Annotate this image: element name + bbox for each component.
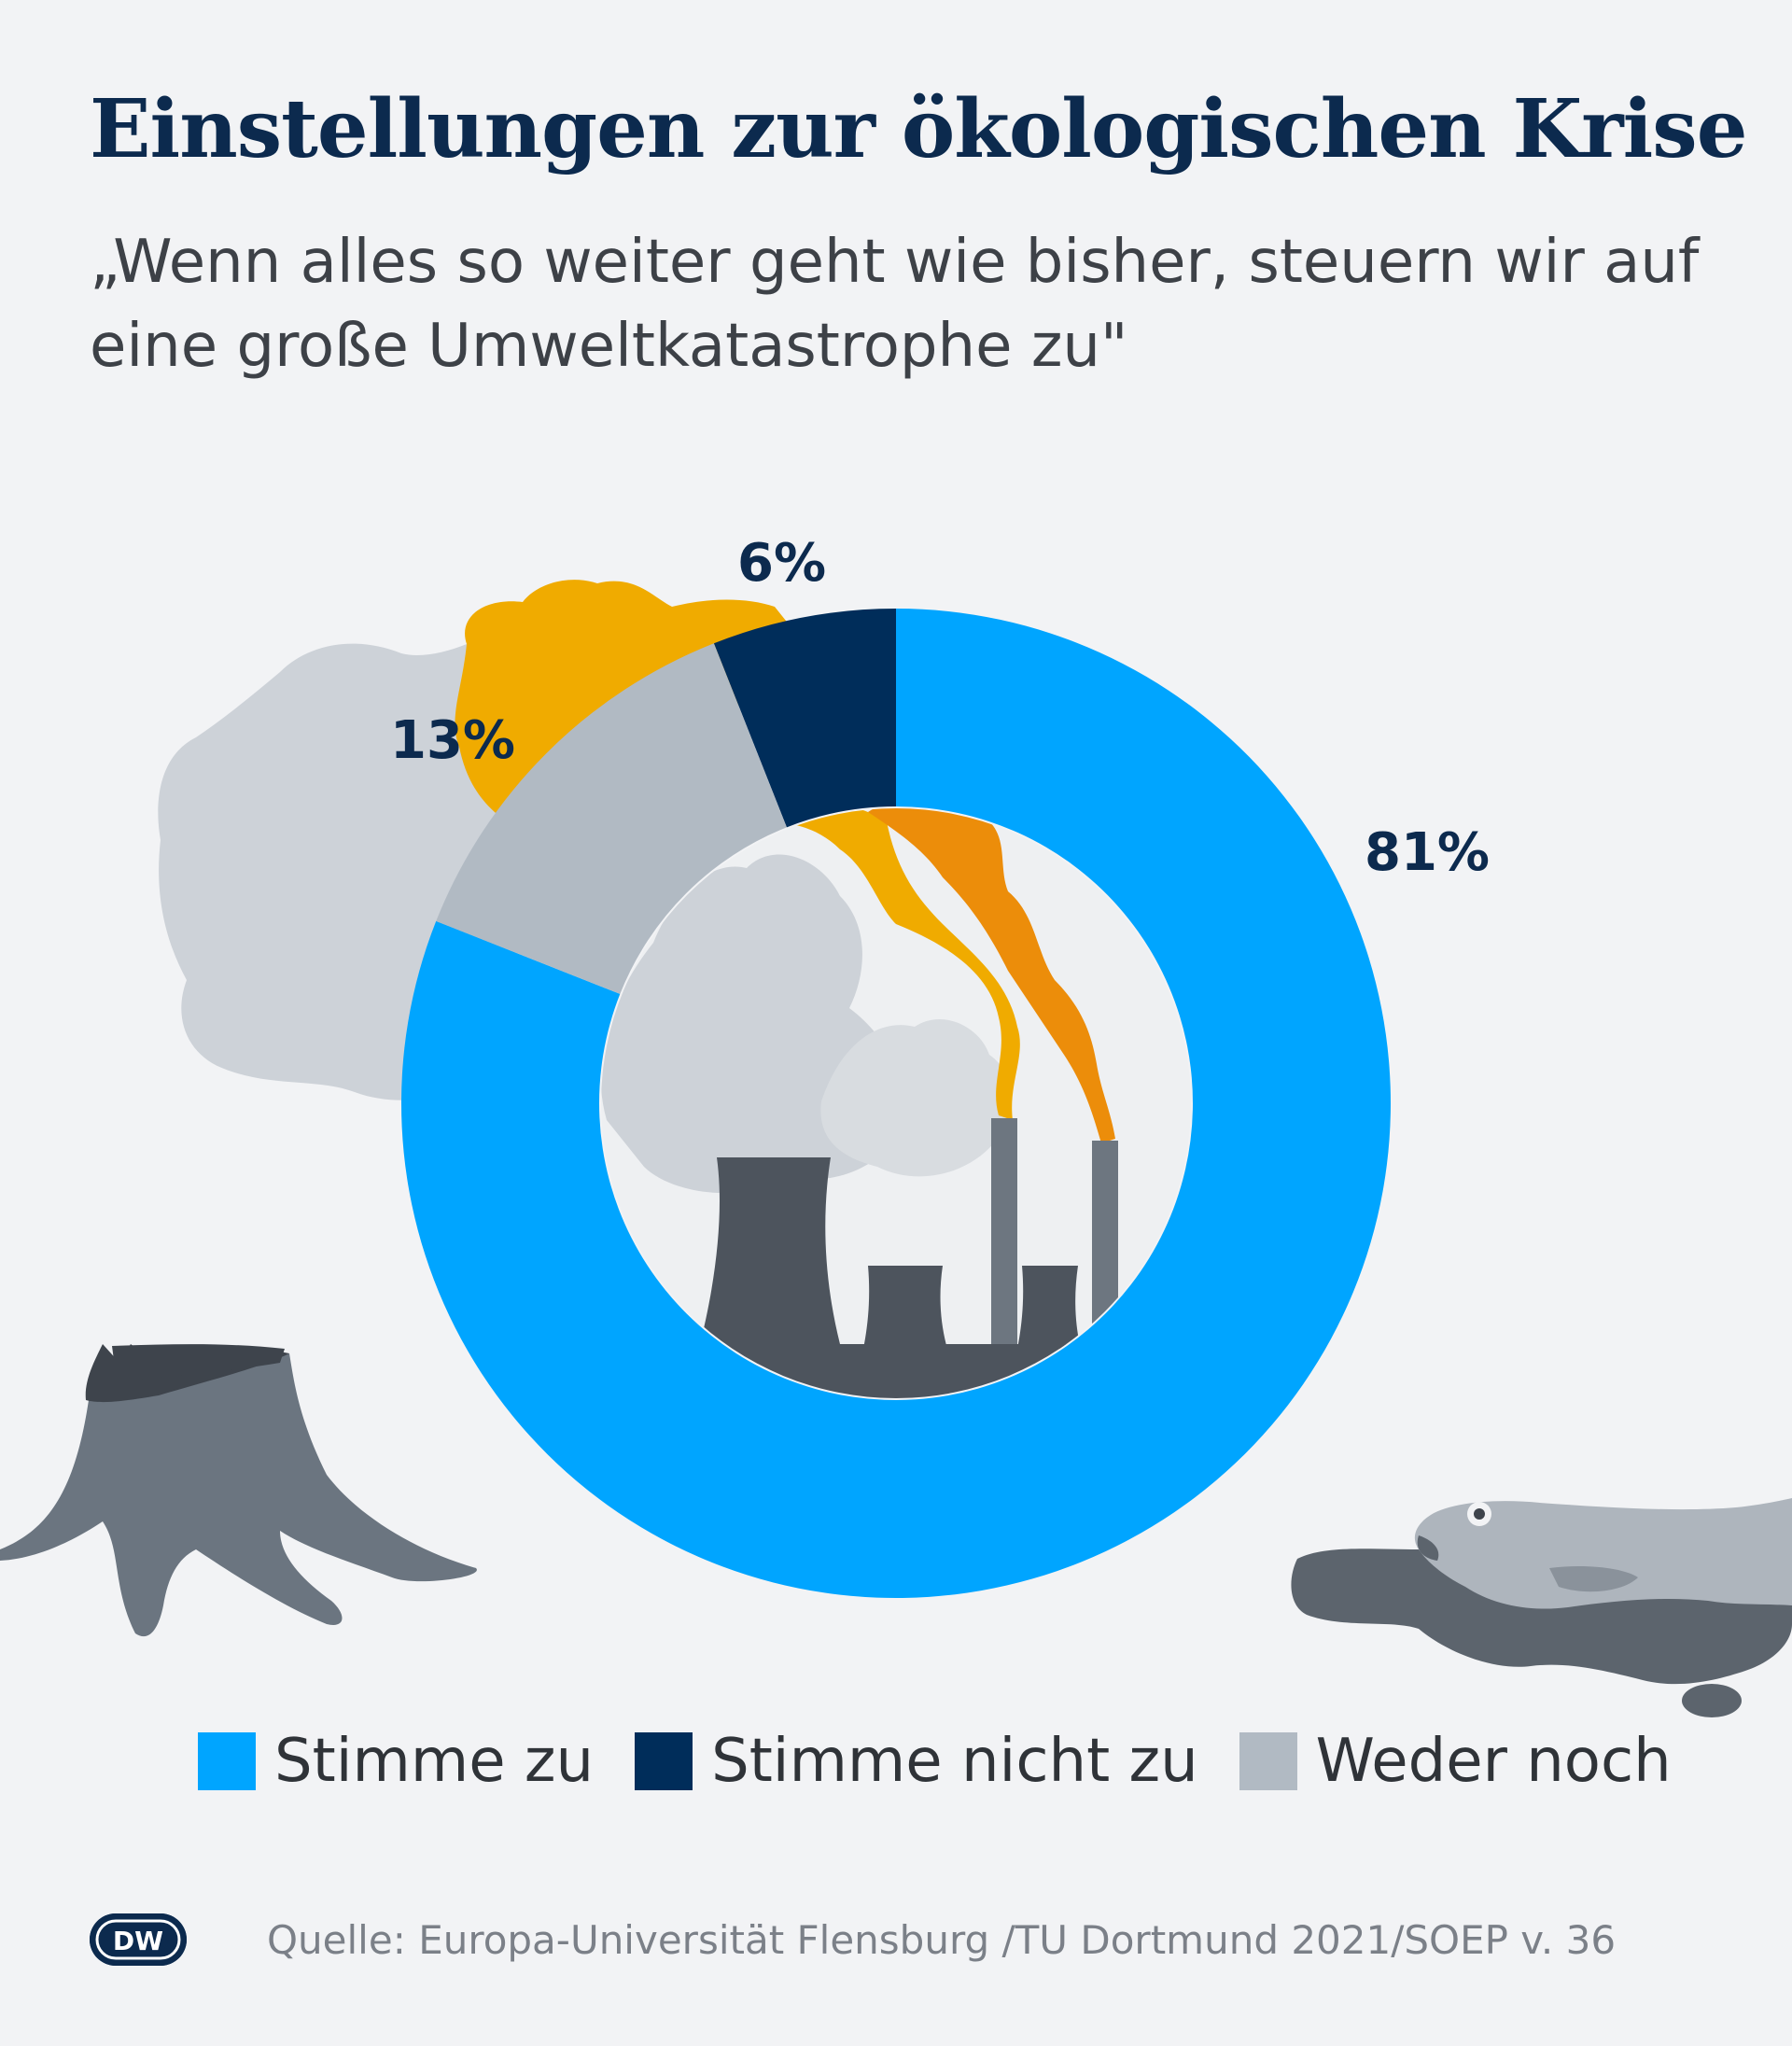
- source-note: Quelle: Europa-Universität Flensburg /TU…: [267, 1916, 1617, 1963]
- legend-swatch-neither: [1239, 1732, 1297, 1790]
- legend-item-neither: Weder noch: [1239, 1727, 1672, 1796]
- legend-label-disagree: Stimme nicht zu: [711, 1727, 1198, 1796]
- legend-item-disagree: Stimme nicht zu: [635, 1727, 1198, 1796]
- footer: DW Quelle: Europa-Universität Flensburg …: [90, 1913, 1616, 1966]
- chart-subtitle: „Wenn alles so weiter geht wie bisher, s…: [90, 228, 1700, 381]
- legend-swatch-disagree: [635, 1732, 693, 1790]
- data-label-neither: 13%: [390, 710, 515, 771]
- legend-item-agree: Stimme zu: [198, 1727, 594, 1796]
- legend: Stimme zu Stimme nicht zu Weder noch: [198, 1727, 1713, 1796]
- legend-swatch-agree: [198, 1732, 256, 1790]
- donut-segment-disagree: [713, 609, 896, 828]
- chart-title: Einstellungen zur ökologischen Krise: [90, 82, 1747, 176]
- dw-logo-mark: DW: [90, 1913, 187, 1966]
- factory-icon: [601, 808, 1191, 1398]
- tree-stump-icon: [0, 1344, 477, 1637]
- legend-label-neither: Weder noch: [1315, 1727, 1672, 1796]
- dw-logo: DW: [90, 1913, 187, 1966]
- donut-segment-agree: [400, 609, 1391, 1598]
- data-label-disagree: 6%: [737, 533, 826, 594]
- dead-fish-icon: [1414, 1498, 1792, 1609]
- data-label-agree: 81%: [1365, 822, 1490, 883]
- dw-logo-text: DW: [113, 1926, 163, 1956]
- donut-segment-neither: [436, 643, 787, 994]
- legend-label-agree: Stimme zu: [274, 1727, 595, 1796]
